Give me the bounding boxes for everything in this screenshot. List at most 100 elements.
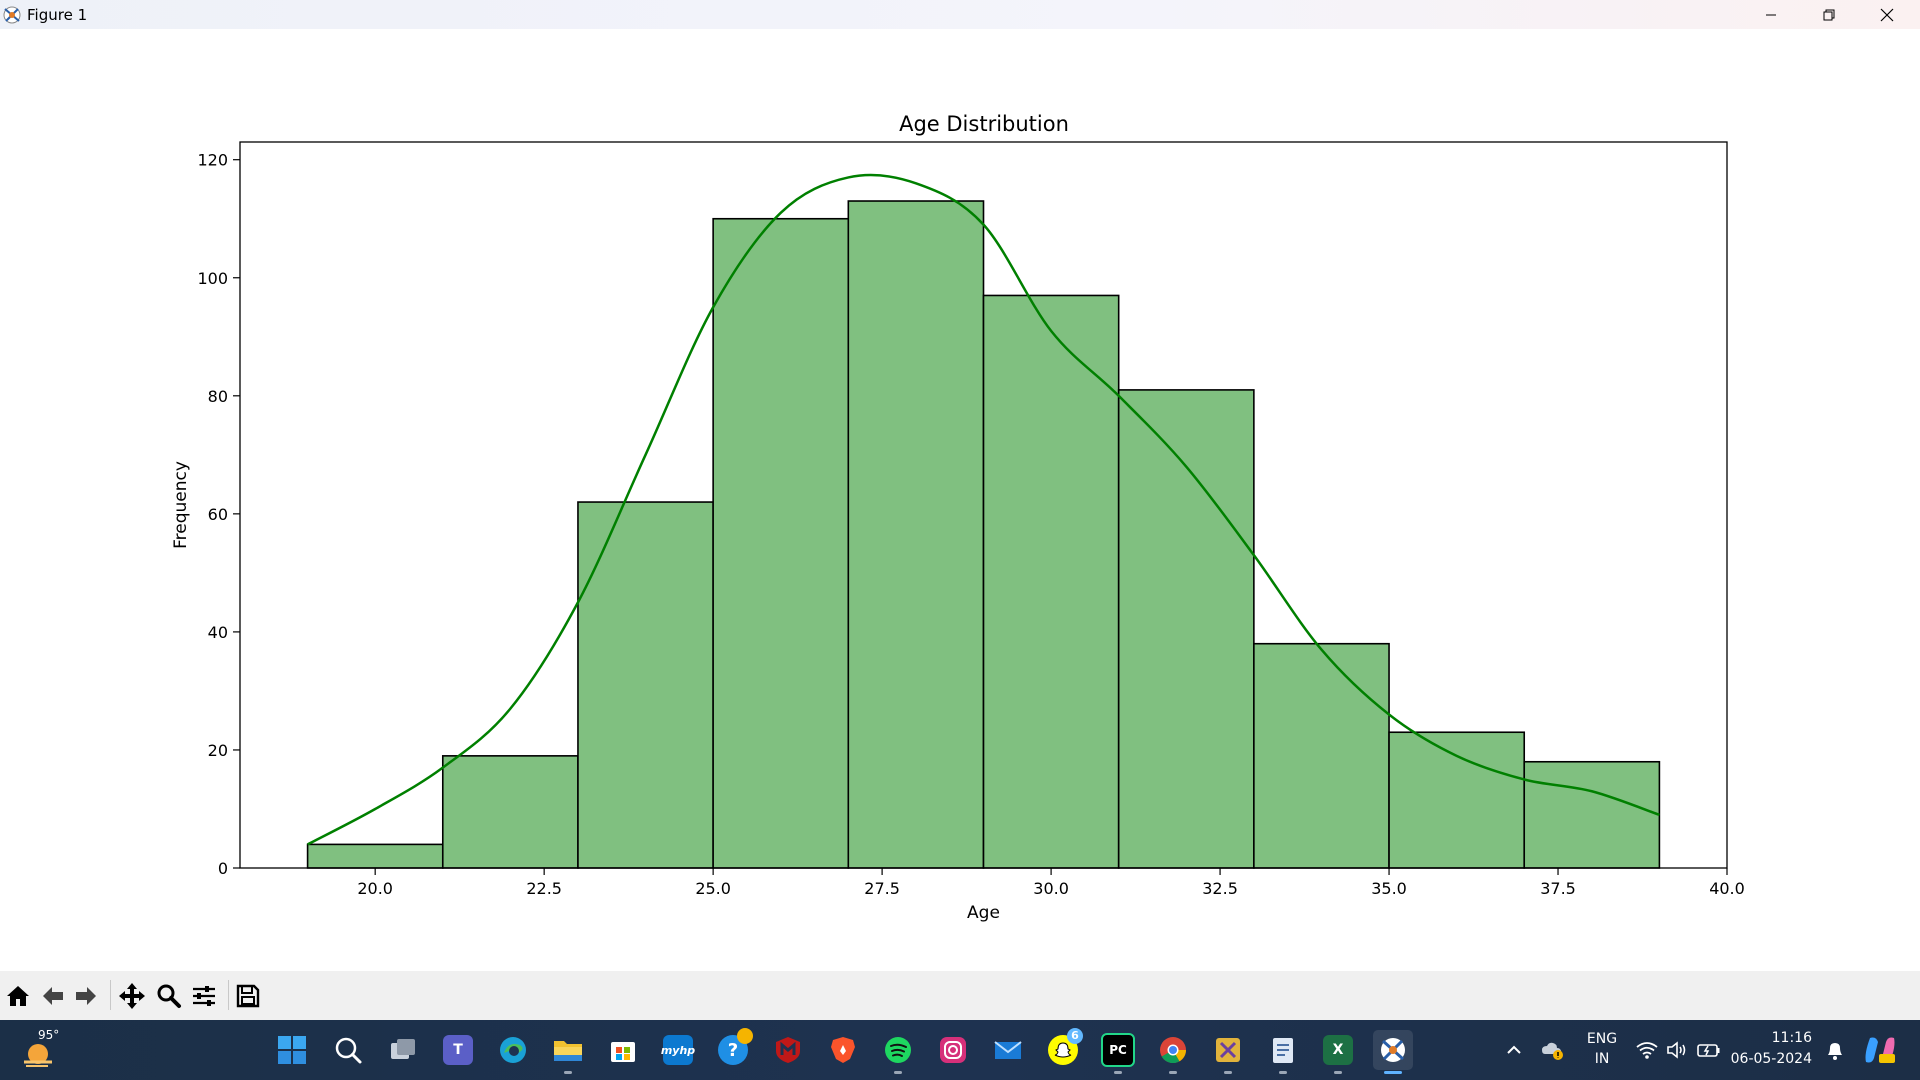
quick-settings[interactable] bbox=[1634, 1038, 1724, 1062]
minimize-button[interactable] bbox=[1742, 0, 1800, 29]
instagram-app[interactable] bbox=[933, 1030, 973, 1070]
histogram-bars bbox=[306, 200, 1661, 869]
home-button[interactable] bbox=[3, 981, 33, 1011]
running-indicator bbox=[1334, 1071, 1342, 1074]
histogram-chart: Age Distribution 20.0 22.5 25.0 27.5 30.0 32.… bbox=[171, 112, 1745, 923]
task-view[interactable] bbox=[383, 1030, 423, 1070]
clock-date[interactable]: 06-05-2024 bbox=[1730, 1051, 1812, 1067]
task-view-icon bbox=[391, 1039, 415, 1059]
restore-icon bbox=[1823, 9, 1835, 20]
notifications-button[interactable] bbox=[1824, 1038, 1846, 1062]
x-tick-label: 40.0 bbox=[1709, 879, 1745, 898]
save-floppy-icon bbox=[236, 984, 260, 1008]
weather-widget[interactable]: 95° bbox=[20, 1028, 64, 1072]
running-indicator bbox=[1169, 1071, 1177, 1074]
histogram-bar bbox=[306, 843, 444, 869]
snapchat-app[interactable]: 6 bbox=[1043, 1028, 1083, 1070]
pan-button[interactable] bbox=[117, 981, 147, 1011]
pycharm-icon: PC bbox=[1101, 1033, 1135, 1067]
clock-time[interactable]: 11:16 bbox=[1771, 1030, 1812, 1046]
notepad-app[interactable] bbox=[1263, 1030, 1303, 1074]
x-tick-label: 27.5 bbox=[864, 879, 900, 898]
chrome-app[interactable] bbox=[1153, 1030, 1193, 1074]
x-tick-label: 32.5 bbox=[1202, 879, 1238, 898]
running-indicator bbox=[1279, 1071, 1287, 1074]
running-indicator bbox=[894, 1071, 902, 1074]
copilot-button[interactable] bbox=[1862, 1032, 1898, 1068]
figure-taskbar-app[interactable] bbox=[1373, 1030, 1413, 1074]
windows-start-icon bbox=[278, 1036, 306, 1064]
window-title: Figure 1 bbox=[27, 6, 88, 24]
brave-icon bbox=[831, 1037, 855, 1063]
x-tick-label: 35.0 bbox=[1371, 879, 1407, 898]
zoom-button[interactable] bbox=[154, 981, 184, 1011]
file-explorer-icon bbox=[554, 1041, 582, 1061]
language-line1[interactable]: ENG bbox=[1586, 1031, 1618, 1047]
cloud-warning-icon bbox=[1542, 1042, 1563, 1060]
weather-temp: 95° bbox=[38, 1028, 60, 1042]
taskbar-search[interactable] bbox=[328, 1030, 368, 1070]
notification-dot bbox=[737, 1028, 753, 1044]
forward-button[interactable] bbox=[71, 981, 101, 1011]
copilot-icon bbox=[1865, 1037, 1895, 1063]
back-button[interactable] bbox=[38, 981, 68, 1011]
pan-move-icon bbox=[119, 983, 145, 1009]
pycharm-app[interactable]: PC bbox=[1098, 1030, 1138, 1074]
x-axis-ticks: 20.0 22.5 25.0 27.5 30.0 32.5 35.0 37.5 40.0 bbox=[357, 868, 1745, 898]
histogram-bar bbox=[982, 294, 1120, 869]
onedrive-status[interactable] bbox=[1540, 1038, 1566, 1062]
brave-app[interactable] bbox=[823, 1030, 863, 1070]
store-app[interactable] bbox=[603, 1030, 643, 1070]
spotify-icon bbox=[885, 1037, 911, 1063]
y-tick-label: 120 bbox=[197, 151, 228, 170]
window-titlebar: Figure 1 bbox=[0, 0, 1920, 29]
figure-app-icon bbox=[1381, 1038, 1405, 1062]
matplotlib-toolbar bbox=[0, 971, 1920, 1020]
bell-icon bbox=[1828, 1043, 1842, 1060]
y-tick-label: 40 bbox=[208, 623, 228, 642]
show-hidden-icons-button[interactable] bbox=[1502, 1038, 1526, 1062]
histogram-bar bbox=[1253, 642, 1390, 869]
wifi-icon bbox=[1636, 1042, 1658, 1059]
forward-arrow-icon bbox=[76, 987, 96, 1005]
save-button[interactable] bbox=[233, 981, 263, 1011]
language-line2[interactable]: IN bbox=[1594, 1051, 1610, 1067]
histogram-bar bbox=[441, 755, 579, 869]
volume-icon bbox=[1667, 1041, 1686, 1059]
file-explorer-app[interactable] bbox=[548, 1030, 588, 1074]
teams-app[interactable]: T bbox=[438, 1030, 478, 1070]
y-tick-label: 80 bbox=[208, 387, 228, 406]
configure-subplots-icon bbox=[193, 986, 215, 1006]
y-tick-label: 60 bbox=[208, 505, 228, 524]
minimize-icon bbox=[1766, 14, 1776, 15]
restore-button[interactable] bbox=[1800, 0, 1858, 29]
running-indicator bbox=[1384, 1071, 1402, 1074]
weather-sun-icon bbox=[24, 1044, 52, 1067]
figure-app-icon bbox=[3, 6, 21, 24]
myhp-app[interactable]: myhp bbox=[658, 1030, 698, 1070]
start-button[interactable] bbox=[272, 1030, 312, 1070]
x-tick-label: 22.5 bbox=[526, 879, 562, 898]
snipping-tool-app[interactable] bbox=[1208, 1030, 1248, 1074]
y-axis-ticks: 0 20 40 60 80 100 120 bbox=[197, 151, 240, 878]
home-icon bbox=[7, 986, 29, 1006]
help-app[interactable]: ? bbox=[713, 1028, 753, 1070]
toolbar-separator bbox=[228, 980, 229, 1010]
running-indicator bbox=[1114, 1071, 1122, 1074]
edge-app[interactable] bbox=[493, 1030, 533, 1070]
x-tick-label: 30.0 bbox=[1033, 879, 1069, 898]
back-arrow-icon bbox=[43, 987, 63, 1005]
mail-app[interactable] bbox=[988, 1030, 1028, 1070]
mcafee-app[interactable] bbox=[768, 1030, 808, 1070]
configure-subplots-button[interactable] bbox=[189, 981, 219, 1011]
histogram-bar bbox=[1523, 760, 1661, 869]
spotify-app[interactable] bbox=[878, 1030, 918, 1074]
x-tick-label: 37.5 bbox=[1540, 879, 1576, 898]
chevron-up-icon bbox=[1507, 1045, 1521, 1054]
close-button[interactable] bbox=[1858, 0, 1916, 29]
instagram-icon bbox=[940, 1037, 966, 1063]
axes-frame bbox=[239, 141, 1728, 869]
chrome-icon bbox=[1160, 1037, 1187, 1064]
excel-app[interactable]: X bbox=[1318, 1030, 1358, 1074]
edge-icon bbox=[500, 1037, 526, 1063]
